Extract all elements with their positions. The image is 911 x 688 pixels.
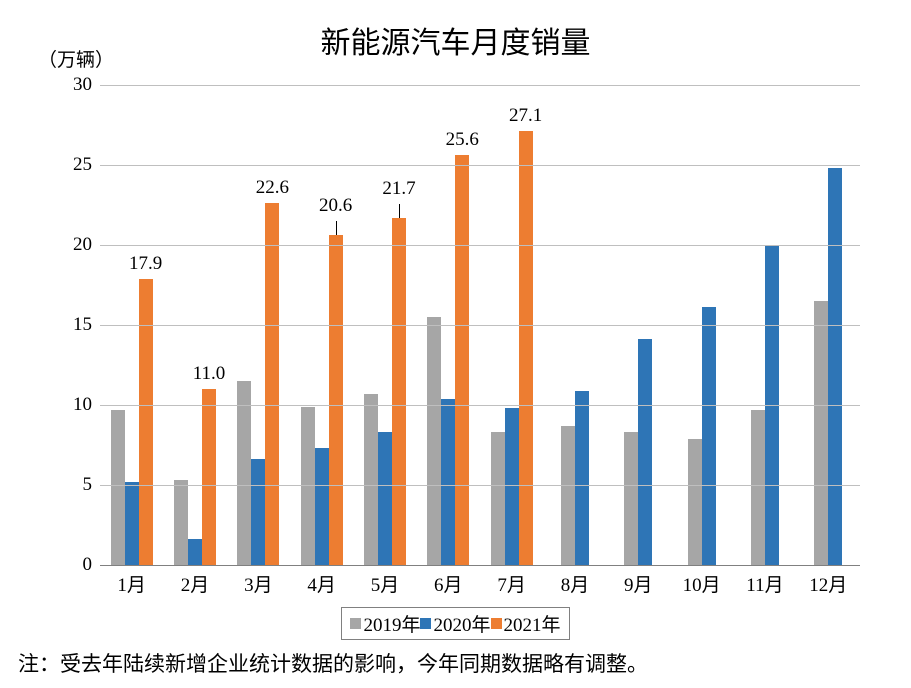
y-tick-label: 30 [73, 74, 92, 96]
data-label: 25.6 [446, 129, 479, 151]
grid-line [100, 325, 860, 326]
leader-line [336, 221, 337, 235]
data-label: 17.9 [129, 253, 162, 275]
y-tick-label: 0 [83, 554, 93, 576]
bar [561, 426, 575, 565]
bar [688, 439, 702, 565]
legend-item: 2021年 [491, 610, 561, 637]
y-tick-label: 15 [73, 314, 92, 336]
x-tick-label: 3月 [227, 570, 290, 597]
legend: 2019年2020年2021年 [30, 603, 881, 611]
bar: 27.1 [519, 131, 533, 565]
x-tick-label: 6月 [417, 570, 480, 597]
bar [427, 317, 441, 565]
data-label: 20.6 [319, 195, 352, 217]
bar [638, 339, 652, 565]
bar: 21.7 [392, 218, 406, 565]
bar: 11.0 [202, 389, 216, 565]
x-tick-label: 2月 [163, 570, 226, 597]
x-axis-labels: 1月2月3月4月5月6月7月8月9月10月11月12月 [100, 570, 860, 597]
bar [251, 459, 265, 565]
bar [491, 432, 505, 565]
legend-label: 2020年 [433, 610, 490, 637]
bar [378, 432, 392, 565]
data-label: 27.1 [509, 105, 542, 127]
x-tick-label: 9月 [607, 570, 670, 597]
x-tick-label: 7月 [480, 570, 543, 597]
y-tick-label: 25 [73, 154, 92, 176]
data-label: 11.0 [193, 363, 226, 385]
bar [814, 301, 828, 565]
bar: 25.6 [455, 155, 469, 565]
grid-line [100, 85, 860, 86]
legend-label: 2021年 [504, 610, 561, 637]
legend-item: 2020年 [420, 610, 490, 637]
grid-line [100, 405, 860, 406]
legend-swatch [420, 618, 431, 629]
x-tick-label: 11月 [733, 570, 796, 597]
bar: 17.9 [139, 279, 153, 565]
chart-title: 新能源汽车月度销量 [30, 18, 881, 62]
leader-line [399, 204, 400, 218]
y-axis-label: （万辆） [38, 45, 114, 72]
x-tick-label: 5月 [353, 570, 416, 597]
bar [315, 448, 329, 565]
data-label: 22.6 [256, 177, 289, 199]
bar [751, 410, 765, 565]
bar [624, 432, 638, 565]
legend-swatch [491, 618, 502, 629]
x-tick-label: 12月 [797, 570, 860, 597]
plot-area: 17.911.022.620.621.725.627.1 05101520253… [100, 85, 860, 565]
y-tick-label: 5 [83, 474, 93, 496]
bar [364, 394, 378, 565]
bar [702, 307, 716, 565]
legend-box: 2019年 2020年 2021年 [341, 607, 569, 640]
bar: 20.6 [329, 235, 343, 565]
data-label: 21.7 [382, 178, 415, 200]
bar [188, 539, 202, 565]
grid-line [100, 485, 860, 486]
bar [505, 408, 519, 565]
bar [237, 381, 251, 565]
legend-swatch [350, 618, 361, 629]
x-tick-label: 8月 [543, 570, 606, 597]
footnote: 注：受去年陆续新增企业统计数据的影响，今年同期数据略有调整。 [18, 648, 648, 678]
legend-item: 2019年 [350, 610, 420, 637]
x-tick-label: 4月 [290, 570, 353, 597]
bar [441, 399, 455, 565]
legend-label: 2019年 [363, 610, 420, 637]
bar [125, 482, 139, 565]
grid-line [100, 245, 860, 246]
bar [828, 168, 842, 565]
bar: 22.6 [265, 203, 279, 565]
bar [575, 391, 589, 565]
grid-line [100, 165, 860, 166]
y-tick-label: 20 [73, 234, 92, 256]
bar [111, 410, 125, 565]
x-tick-label: 10月 [670, 570, 733, 597]
y-tick-label: 10 [73, 394, 92, 416]
grid-line [100, 565, 860, 566]
chart-container: 新能源汽车月度销量 （万辆） 17.9 11.0 22.6 20.6 21.7 25.6 2… [30, 10, 881, 650]
bar [174, 480, 188, 565]
x-tick-label: 1月 [100, 570, 163, 597]
